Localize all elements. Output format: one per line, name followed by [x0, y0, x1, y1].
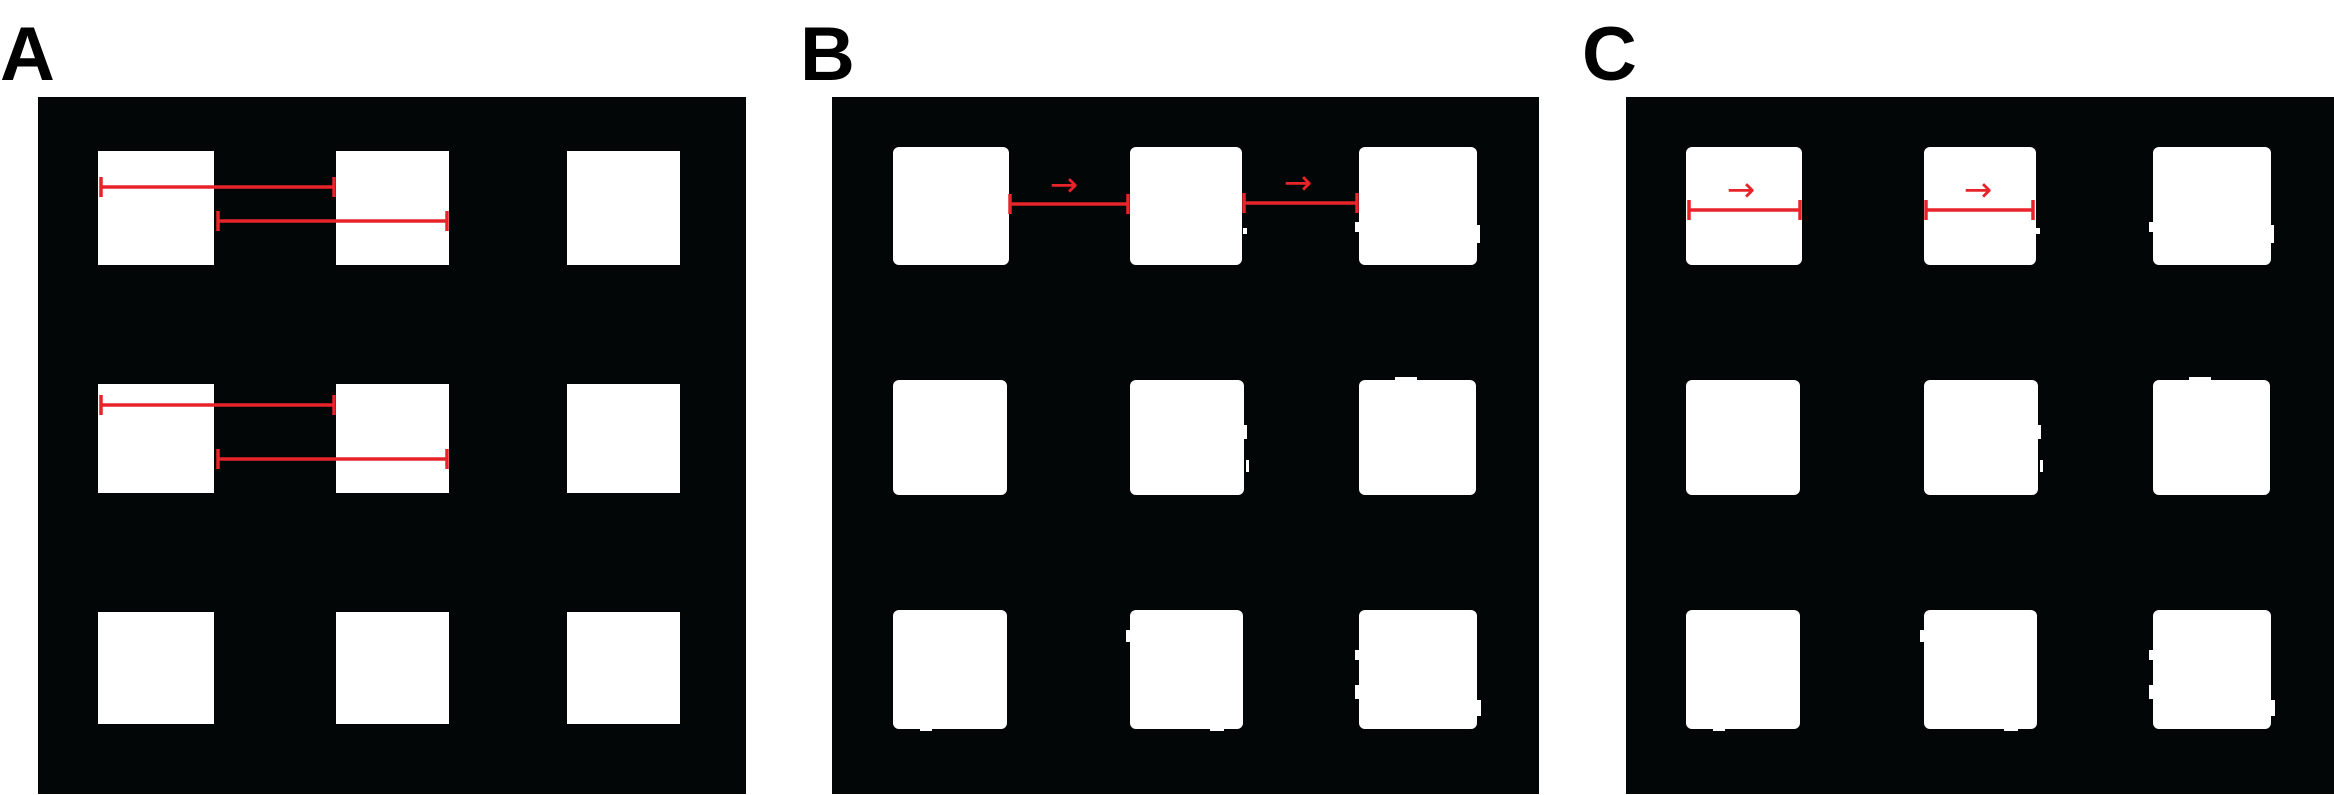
square — [893, 380, 1007, 495]
edge-speck — [2270, 225, 2274, 243]
panel-a: A — [0, 12, 746, 794]
square — [1130, 380, 1244, 495]
panel-c-edge-noise — [1713, 222, 2275, 731]
edge-speck — [1476, 225, 1480, 243]
square — [2153, 610, 2271, 729]
edge-speck — [2004, 728, 2018, 731]
square — [567, 151, 680, 265]
edge-speck — [2270, 700, 2275, 716]
square — [1130, 610, 1243, 729]
panel-a-measurements — [99, 177, 449, 469]
panel-a-squares — [98, 151, 680, 724]
panel-label-c: C — [1582, 12, 1637, 97]
square — [98, 384, 214, 493]
square — [893, 610, 1007, 729]
edge-speck — [1243, 425, 1247, 439]
edge-speck — [1126, 630, 1130, 642]
panel-b-edge-noise — [920, 222, 1481, 731]
square — [1924, 610, 2037, 729]
edge-speck — [2149, 222, 2154, 232]
edge-speck — [1243, 228, 1247, 234]
edge-speck — [1355, 650, 1360, 660]
square — [336, 612, 449, 724]
panel-b-measurements — [1008, 193, 1359, 214]
square — [1359, 380, 1476, 495]
square — [1924, 147, 2036, 265]
edge-speck — [1210, 728, 1224, 731]
edge-speck — [2037, 425, 2041, 439]
panel-c-squares — [1686, 147, 2271, 729]
edge-speck — [2036, 228, 2040, 234]
square — [1686, 610, 1800, 729]
direction-arrow: → — [1284, 163, 1313, 203]
panel-c-measurements — [1687, 200, 2035, 220]
direction-arrow: → — [1964, 170, 1993, 210]
measurement-line — [1242, 193, 1359, 213]
edge-speck — [920, 728, 932, 731]
panel-c: C — [1582, 12, 2334, 794]
direction-arrow: → — [1727, 170, 1756, 210]
square — [2153, 380, 2270, 495]
edge-speck — [1713, 728, 1725, 731]
square — [336, 384, 449, 493]
measurement-line — [99, 177, 336, 197]
square — [1130, 147, 1242, 265]
edge-speck — [2189, 377, 2211, 380]
panel-b-squares — [893, 147, 1477, 729]
measurement-line — [1924, 200, 2035, 220]
square — [567, 612, 680, 724]
edge-speck — [1355, 685, 1360, 699]
panel-b: B — [800, 12, 1539, 794]
edge-speck — [1476, 700, 1481, 716]
edge-speck — [2040, 460, 2043, 472]
edge-speck — [2149, 685, 2154, 699]
square — [98, 612, 214, 724]
square — [1359, 610, 1477, 729]
square — [336, 151, 449, 265]
edge-speck — [2149, 650, 2154, 660]
measurement-line — [1008, 194, 1130, 214]
square — [2153, 147, 2271, 265]
square — [98, 151, 214, 265]
square — [1686, 147, 1802, 265]
square — [1924, 380, 2038, 495]
square — [893, 147, 1009, 265]
panel-label-b: B — [800, 12, 855, 97]
measurement-line — [216, 449, 449, 469]
panel-label-a: A — [0, 12, 55, 97]
measurement-line — [1687, 200, 1802, 220]
edge-speck — [1395, 377, 1417, 380]
edge-speck — [1246, 460, 1249, 472]
square — [1359, 147, 1477, 265]
edge-speck — [1355, 222, 1360, 232]
square — [567, 384, 680, 493]
edge-speck — [1920, 630, 1924, 642]
square — [1686, 380, 1800, 495]
measurement-line — [216, 211, 449, 231]
direction-arrow: → — [1050, 165, 1079, 205]
measurement-line — [99, 395, 336, 415]
